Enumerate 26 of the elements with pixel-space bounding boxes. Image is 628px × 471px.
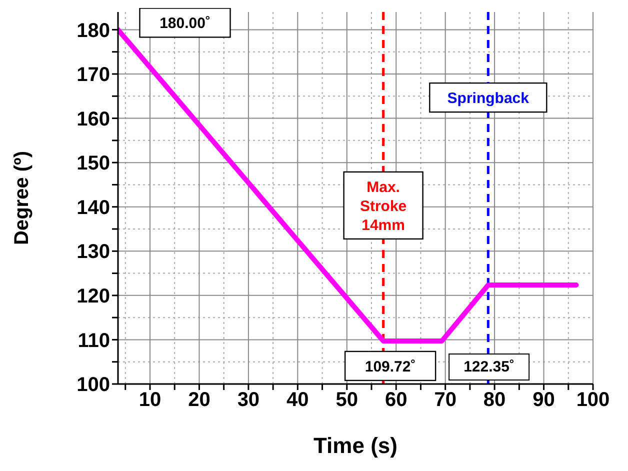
y-tick-label: 100 xyxy=(76,374,110,396)
x-tick-label: 30 xyxy=(237,389,260,412)
x-tick-label: 10 xyxy=(138,389,162,412)
y-axis-title: Degree (º) xyxy=(11,151,34,245)
annotation: 122.35˚ xyxy=(448,354,530,380)
x-tick-label: 100 xyxy=(576,389,610,412)
x-tick-label: 80 xyxy=(483,389,506,412)
x-tick-label: 70 xyxy=(434,389,456,412)
y-tick-label: 180 xyxy=(76,20,110,42)
y-tick-label: 130 xyxy=(76,241,110,264)
y-tick-label: 140 xyxy=(76,196,110,219)
x-tick-label: 90 xyxy=(532,389,555,412)
y-tick-label: 110 xyxy=(78,330,110,352)
y-tick-label: 160 xyxy=(76,108,110,130)
x-tick-label: 60 xyxy=(384,389,408,412)
ref-line-label: Springback xyxy=(447,90,530,108)
annotation: 180.00˚ xyxy=(160,15,210,32)
y-tick-label: 170 xyxy=(76,64,110,86)
y-tick-label: 120 xyxy=(76,286,110,308)
ref-line-label: Max. Stroke 14mm xyxy=(360,178,407,234)
x-axis-title: Time (s) xyxy=(314,433,398,458)
annotation: 109.72˚ xyxy=(364,358,416,376)
x-tick-label: 40 xyxy=(286,389,309,412)
x-tick-label: 50 xyxy=(336,389,358,412)
x-tick-label: 20 xyxy=(188,389,210,412)
y-tick-label: 150 xyxy=(76,152,110,175)
